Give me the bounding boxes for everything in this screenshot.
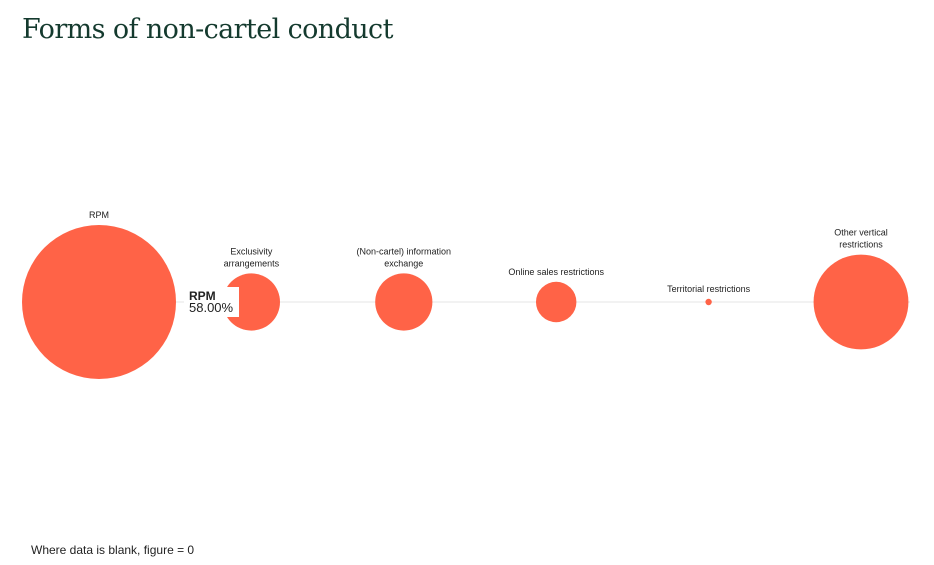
bubble-4[interactable] — [705, 298, 712, 306]
tooltip-label: RPM — [189, 289, 216, 303]
bubble-label-0: RPM — [89, 210, 109, 220]
bubble-series — [22, 225, 909, 379]
bubble-3[interactable] — [535, 281, 577, 323]
bubble-5[interactable] — [813, 254, 909, 350]
bubble-label-3: Online sales restrictions — [508, 267, 604, 277]
footnote: Where data is blank, figure = 0 — [31, 543, 195, 557]
bubble-label-1: Exclusivity arrangements — [224, 246, 280, 268]
bubble-labels: RPM Exclusivity arrangements (Non-cartel) i… — [89, 210, 888, 294]
bubble-label-4: Territorial restrictions — [667, 284, 751, 294]
tooltip-value: 58.00% — [189, 300, 234, 315]
bubble-0[interactable] — [22, 225, 176, 379]
tooltip: RPM 58.00% — [184, 287, 240, 317]
bubble-2[interactable] — [375, 273, 433, 331]
chart-title: Forms of non-cartel conduct — [22, 14, 393, 45]
bubble-label-2: (Non-cartel) information exchange — [357, 246, 452, 268]
bubble-label-5: Other vertical restrictions — [834, 228, 888, 250]
